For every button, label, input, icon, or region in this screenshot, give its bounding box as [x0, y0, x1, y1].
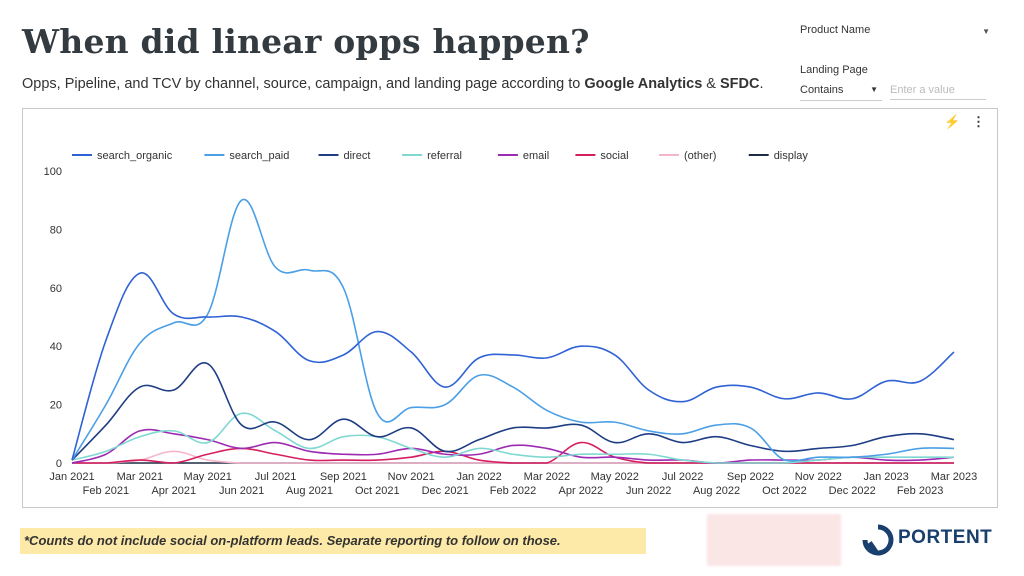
landing-page-value-input[interactable]: [890, 81, 986, 100]
x-tick-label: Jan 2022: [456, 471, 501, 483]
series-line-email: [71, 428, 955, 464]
more-options-icon[interactable]: ⋮: [972, 114, 985, 129]
x-tick-label: Apr 2021: [151, 485, 196, 497]
x-tick-label: May 2022: [591, 471, 639, 483]
footnote: *Counts do not include social on-platfor…: [20, 528, 646, 554]
x-tick-label: May 2021: [184, 471, 232, 483]
x-tick-label: Feb 2021: [83, 485, 129, 497]
x-tick-label: Jun 2021: [219, 485, 264, 497]
product-name-label: Product Name: [800, 24, 871, 36]
legend-label-display: display: [774, 150, 809, 162]
x-tick-label: Feb 2023: [897, 485, 943, 497]
product-name-filter[interactable]: Product Name ▼: [800, 24, 992, 44]
x-tick-label: Sep 2021: [320, 471, 367, 483]
x-tick-label: Jul 2022: [662, 471, 704, 483]
series-line-social: [72, 441, 954, 464]
subtitle-ga: Google Analytics: [584, 76, 703, 92]
x-tick-label: Mar 2023: [931, 471, 977, 483]
x-tick-label: Jan 2023: [864, 471, 909, 483]
y-tick-label: 100: [44, 166, 62, 178]
x-tick-label: Feb 2022: [490, 485, 536, 497]
legend-label-email: email: [523, 150, 549, 162]
portent-logo-icon: [862, 524, 894, 556]
x-tick-label: Apr 2022: [559, 485, 604, 497]
x-tick-label: Aug 2021: [286, 485, 333, 497]
chevron-down-icon: ▼: [982, 27, 990, 36]
series-line-direct: [71, 362, 955, 461]
series-line-referral: [71, 412, 954, 464]
x-tick-label: Mar 2022: [524, 471, 570, 483]
x-tick-label: Nov 2021: [388, 471, 435, 483]
legend-label-other: (other): [684, 150, 716, 162]
page-title: When did linear opps happen?: [22, 22, 590, 61]
x-tick-label: Jun 2022: [626, 485, 671, 497]
subtitle-end: .: [759, 76, 764, 92]
y-tick-label: 0: [56, 458, 62, 470]
legend-label-direct: direct: [344, 150, 371, 162]
x-tick-label: Sep 2022: [727, 471, 774, 483]
legend-label-search-organic: search_organic: [97, 150, 173, 162]
x-tick-label: Jan 2021: [49, 471, 94, 483]
x-tick-label: Jul 2021: [255, 471, 297, 483]
y-tick-label: 20: [50, 400, 62, 412]
caret-down-icon: ▼: [870, 85, 878, 94]
y-tick-label: 80: [50, 224, 62, 236]
landing-page-label: Landing Page: [800, 64, 868, 76]
portent-logo-text: PORTENT: [898, 527, 993, 548]
x-tick-label: Aug 2022: [693, 485, 740, 497]
subtitle-prefix: Opps, Pipeline, and TCV by channel, sour…: [22, 76, 585, 92]
page-subtitle: Opps, Pipeline, and TCV by channel, sour…: [22, 76, 764, 92]
y-tick-label: 60: [50, 283, 62, 295]
y-tick-label: 40: [50, 341, 62, 353]
legend-label-social: social: [600, 150, 628, 162]
operator-value: Contains: [800, 84, 844, 96]
series-line-search-paid: [71, 198, 955, 462]
legend-label-search-paid: search_paid: [229, 150, 289, 162]
blurred-region: [707, 514, 841, 566]
x-tick-label: Mar 2021: [117, 471, 163, 483]
lightning-icon[interactable]: ⚡: [944, 114, 961, 129]
x-tick-label: Oct 2021: [355, 485, 400, 497]
series-line-search-organic: [71, 272, 955, 461]
x-tick-label: Oct 2022: [762, 485, 807, 497]
x-tick-label: Dec 2022: [829, 485, 876, 497]
x-tick-label: Dec 2021: [422, 485, 469, 497]
x-tick-label: Nov 2022: [795, 471, 842, 483]
legend-label-referral: referral: [427, 150, 462, 162]
subtitle-amp: &: [702, 76, 721, 92]
subtitle-sfdc: SFDC: [720, 76, 760, 92]
landing-page-operator-select[interactable]: Contains ▼: [800, 80, 882, 101]
chart-container: [22, 108, 998, 508]
